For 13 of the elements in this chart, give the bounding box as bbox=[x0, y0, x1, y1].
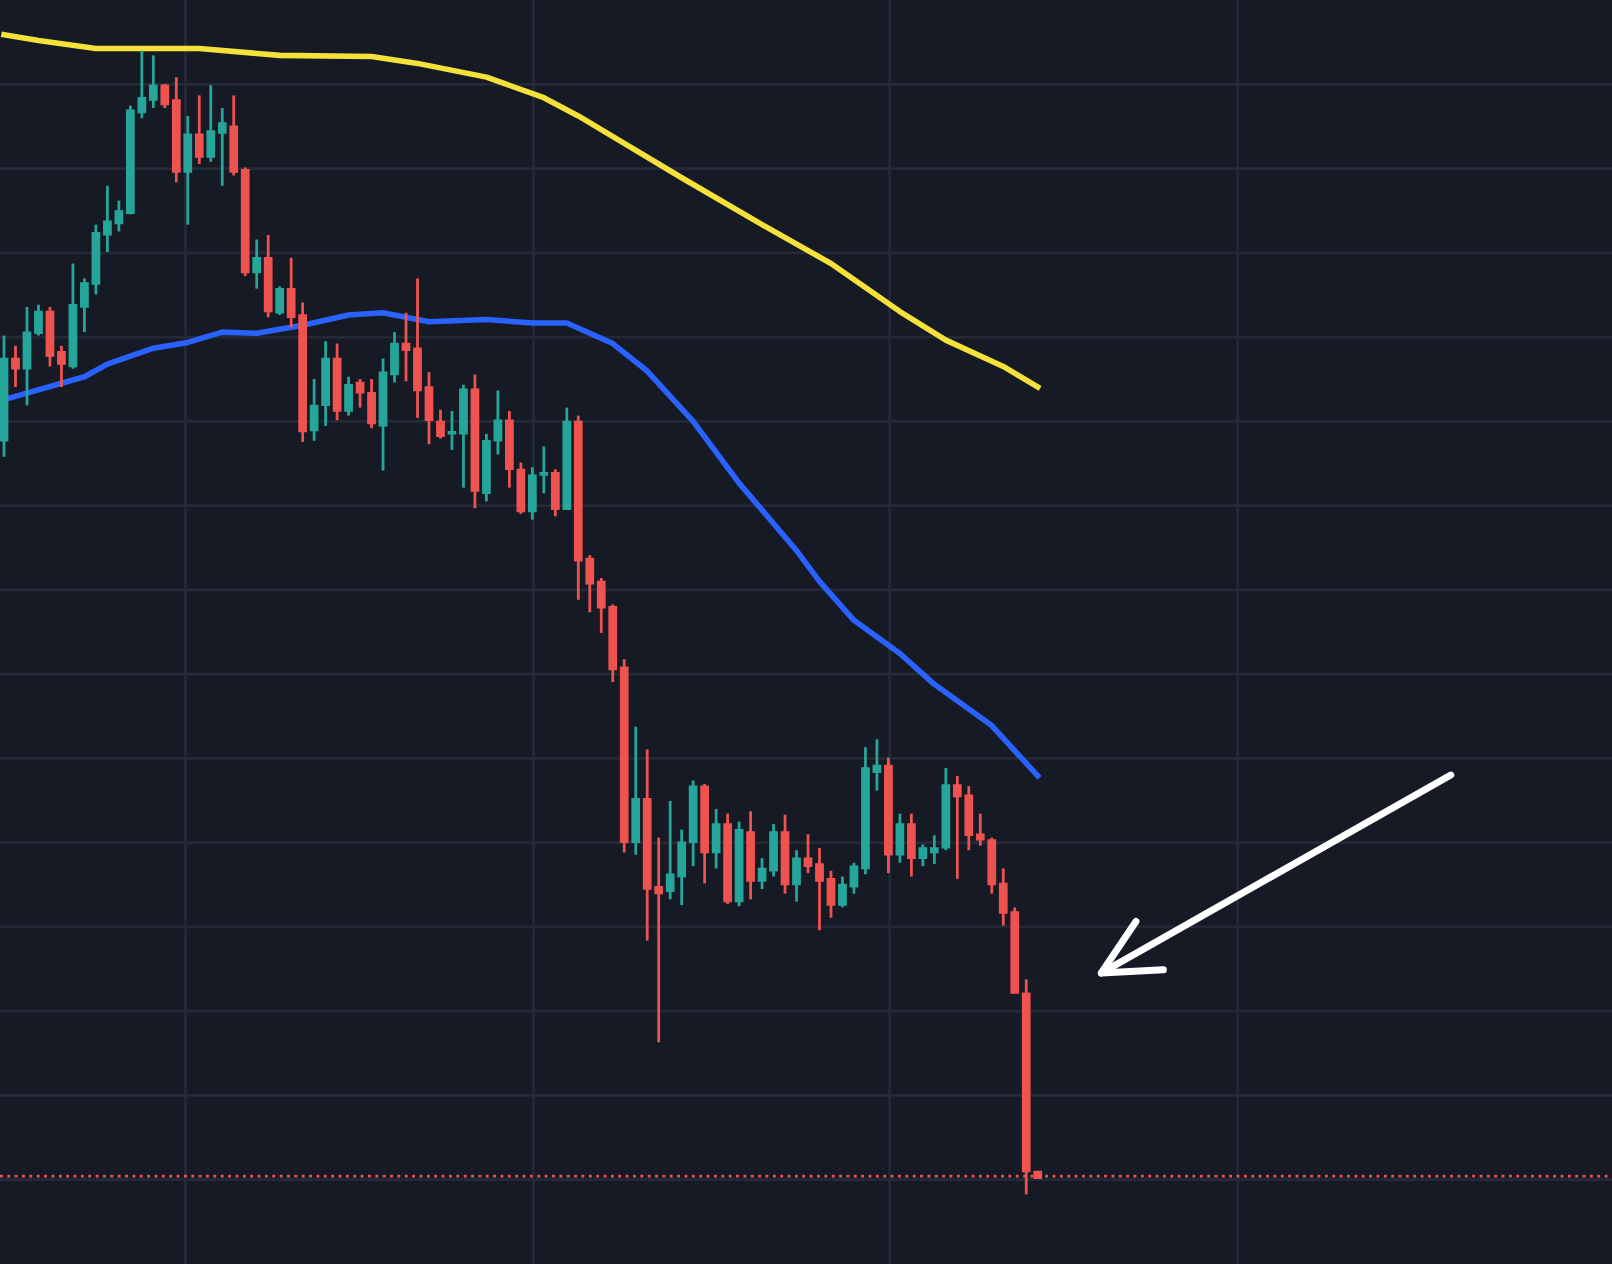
candlestick bbox=[631, 725, 641, 857]
candlestick bbox=[711, 807, 721, 870]
candlestick bbox=[252, 238, 262, 291]
candlestick bbox=[275, 285, 285, 317]
candlestick bbox=[907, 812, 916, 878]
candlestick bbox=[194, 94, 204, 166]
candlestick bbox=[895, 812, 905, 865]
candlestick bbox=[792, 848, 801, 904]
candlestick bbox=[436, 408, 445, 440]
candlestick bbox=[11, 344, 20, 389]
candlestick bbox=[344, 375, 353, 418]
candlestick bbox=[550, 467, 560, 518]
candlestick bbox=[183, 114, 193, 227]
